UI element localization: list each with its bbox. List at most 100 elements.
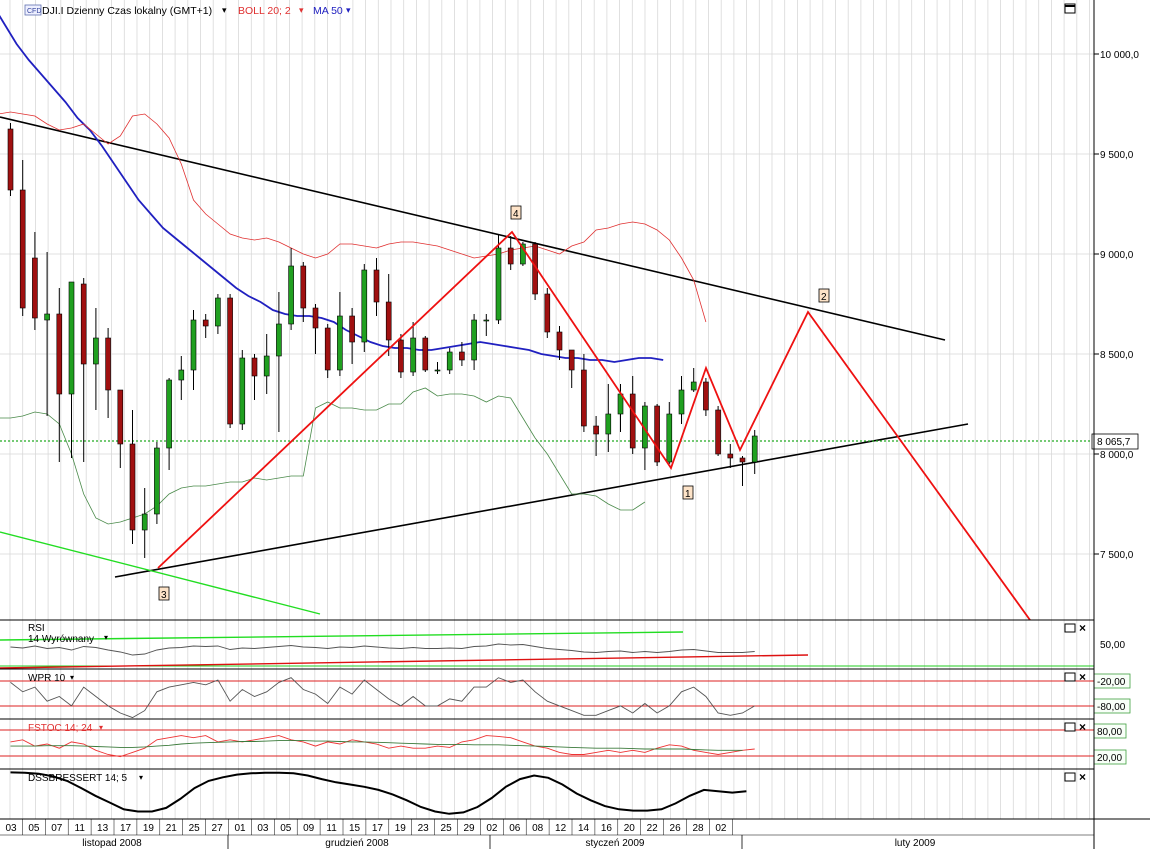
wpr-maximize-icon[interactable] bbox=[1064, 672, 1076, 682]
day-tick-label: 11 bbox=[75, 823, 86, 834]
candle-up bbox=[666, 413, 673, 463]
candle-down bbox=[507, 247, 514, 265]
dss-dropdown-icon[interactable]: ▾ bbox=[139, 773, 143, 782]
instrument-title: DJI.I Dzienny Czas lokalny (GMT+1) bbox=[42, 5, 212, 17]
wave-zigzag-line bbox=[157, 230, 1031, 621]
day-tick-label: 22 bbox=[647, 823, 659, 834]
day-tick-label: 14 bbox=[578, 823, 590, 834]
candle-up bbox=[141, 513, 148, 531]
candle-up bbox=[44, 313, 50, 321]
boll-indicator-label[interactable]: BOLL 20; 2 bbox=[238, 5, 291, 17]
candle-down bbox=[202, 319, 209, 327]
ma-50-line bbox=[0, 15, 664, 363]
day-tick-label: 23 bbox=[418, 823, 430, 834]
ma-dropdown-icon[interactable]: ▾ bbox=[346, 5, 351, 15]
ma-indicator-label[interactable]: MA 50 bbox=[313, 5, 343, 17]
rsi-lower-trendline bbox=[0, 654, 809, 669]
day-tick-label: 19 bbox=[143, 823, 155, 834]
fstoc-level-20-label: 20,00 bbox=[1097, 753, 1122, 764]
wpr-level-minus20-label: -20,00 bbox=[1097, 677, 1126, 688]
dss-maximize-icon[interactable] bbox=[1064, 772, 1076, 782]
title-dropdown-icon[interactable]: ▾ bbox=[222, 5, 227, 15]
day-tick-label: 03 bbox=[5, 823, 17, 834]
candle-down bbox=[398, 339, 404, 373]
day-tick-label: 05 bbox=[280, 823, 292, 834]
day-tick-label: 01 bbox=[234, 823, 246, 834]
rsi-line bbox=[10, 643, 755, 656]
candle-down bbox=[32, 257, 38, 319]
candle-down bbox=[385, 301, 392, 341]
rsi-content bbox=[0, 631, 1094, 669]
candle-down bbox=[129, 443, 136, 531]
fstoc-dropdown-icon[interactable]: ▾ bbox=[99, 723, 103, 732]
dss-close-icon[interactable]: × bbox=[1079, 770, 1086, 784]
day-tick-label: 06 bbox=[509, 823, 521, 834]
cfd-badge-label: CFD bbox=[27, 8, 41, 15]
main-price-panel bbox=[0, 15, 1094, 621]
chart-header: CFD DJI.I Dzienny Czas lokalny (GMT+1) ▾… bbox=[24, 4, 351, 17]
candle-down bbox=[581, 369, 587, 427]
maximize-main-icon[interactable] bbox=[1064, 3, 1076, 14]
day-tick-label: 26 bbox=[670, 823, 682, 834]
wpr-close-icon[interactable]: × bbox=[1079, 670, 1086, 684]
wave-4-box bbox=[510, 205, 522, 220]
candle-up bbox=[483, 319, 490, 322]
candle-up bbox=[434, 369, 441, 372]
day-tick-label: 11 bbox=[326, 823, 337, 834]
candle-up bbox=[605, 413, 612, 435]
fstoc-panel: FSTOC 14; 24 ▾ 80,00 20,00 × bbox=[0, 718, 1127, 765]
candle-down bbox=[19, 189, 26, 309]
day-tick-label: 25 bbox=[441, 823, 453, 834]
wave-2-label: 2 bbox=[821, 292, 827, 303]
rsi-upper-trendline bbox=[0, 631, 684, 641]
fstoc-title[interactable]: FSTOC 14; 24 bbox=[28, 723, 93, 734]
rsi-dropdown-icon[interactable]: ▾ bbox=[104, 633, 108, 642]
wpr-dropdown-icon[interactable]: ▾ bbox=[70, 673, 74, 682]
candle-up bbox=[239, 357, 246, 425]
time-axis: 03 05 07 11 13 17 19 21 25 27 01 03 05 09 11 15 17 19 23 25… bbox=[5, 819, 936, 849]
wpr-title[interactable]: WPR 10 bbox=[28, 673, 66, 684]
candle-up bbox=[263, 355, 270, 377]
wpr-content bbox=[0, 677, 1094, 719]
month-label: styczeń 2009 bbox=[586, 838, 645, 849]
dss-line bbox=[10, 771, 747, 815]
day-tick-label: 15 bbox=[349, 823, 361, 834]
candle-up bbox=[471, 319, 477, 361]
wave-3-box bbox=[158, 586, 170, 601]
price-axis: 10 000,0 9 500,0 9 000,0 8 500,0 8 000,0 7 50… bbox=[1094, 50, 1139, 561]
candle-down bbox=[324, 327, 331, 371]
dss-panel: DSSBRESSERT 14; 5 ▾ × bbox=[0, 768, 1094, 815]
candle-up bbox=[678, 389, 685, 415]
candle-down bbox=[7, 128, 14, 191]
rsi-level-50-label: 50,00 bbox=[1100, 640, 1125, 651]
rsi-close-icon[interactable]: × bbox=[1079, 621, 1086, 635]
candle-down bbox=[727, 453, 734, 459]
price-tick-label: 8 500,0 bbox=[1100, 350, 1134, 361]
boll-dropdown-icon[interactable]: ▾ bbox=[299, 5, 304, 15]
day-tick-label: 05 bbox=[28, 823, 40, 834]
candle-up bbox=[751, 435, 758, 463]
candle-down bbox=[300, 265, 307, 309]
day-tick-label: 19 bbox=[395, 823, 407, 834]
candle-up bbox=[154, 447, 160, 515]
fstoc-close-icon[interactable]: × bbox=[1079, 720, 1086, 734]
wave-3-label: 3 bbox=[161, 590, 167, 601]
day-tick-label: 02 bbox=[715, 823, 727, 834]
wave-1-box bbox=[682, 485, 694, 500]
upper-trendline bbox=[0, 116, 946, 341]
fstoc-level-80-label: 80,00 bbox=[1097, 727, 1122, 738]
candle-down bbox=[373, 269, 380, 303]
rsi-maximize-icon[interactable] bbox=[1064, 623, 1076, 633]
day-tick-label: 09 bbox=[303, 823, 315, 834]
fstoc-maximize-icon[interactable] bbox=[1064, 722, 1076, 732]
candle-down bbox=[629, 393, 636, 449]
dss-title[interactable]: DSSBRESSERT 14; 5 bbox=[28, 773, 128, 784]
price-tick-label: 9 000,0 bbox=[1100, 250, 1134, 261]
rsi-title[interactable]: RSI bbox=[28, 623, 45, 634]
candle-down bbox=[556, 331, 563, 351]
candle-up bbox=[410, 337, 416, 373]
candle-down bbox=[459, 351, 465, 361]
candle-down bbox=[312, 307, 319, 329]
day-tick-label: 16 bbox=[601, 823, 613, 834]
